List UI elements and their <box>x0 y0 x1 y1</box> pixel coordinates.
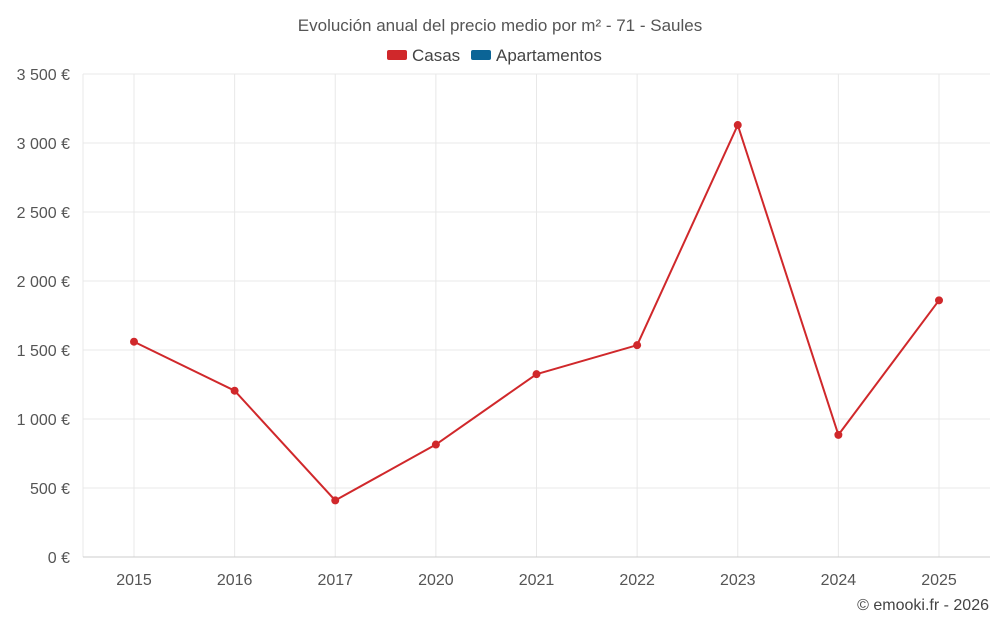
x-tick-label: 2020 <box>418 572 454 589</box>
y-tick-label: 1 500 € <box>17 343 70 360</box>
y-tick-label: 2 000 € <box>17 274 70 291</box>
y-tick-label: 3 500 € <box>17 67 70 84</box>
legend-label-casas: Casas <box>412 46 460 65</box>
y-tick-label: 2 500 € <box>17 205 70 222</box>
legend-item-apartamentos[interactable]: Apartamentos <box>471 46 602 65</box>
legend-swatch-apartamentos <box>471 50 491 60</box>
chart-title: Evolución anual del precio medio por m² … <box>298 16 702 35</box>
legend-item-casas[interactable]: Casas <box>387 46 460 65</box>
y-tick-label: 3 000 € <box>17 136 70 153</box>
legend: Casas Apartamentos <box>387 46 602 65</box>
data-point-casas-2024[interactable] <box>834 430 843 439</box>
credit-text: © emooki.fr - 2026 <box>857 597 989 614</box>
legend-label-apartamentos: Apartamentos <box>496 46 602 65</box>
x-axis-ticks: 2015 2016 2017 2020 2021 2022 2023 2024 2025 <box>116 572 957 589</box>
vertical-gridlines <box>82 74 940 557</box>
data-point-casas-2015[interactable] <box>130 337 138 346</box>
y-tick-label: 500 € <box>30 481 70 498</box>
legend-swatch-casas <box>387 50 407 60</box>
x-tick-label: 2021 <box>519 572 555 589</box>
x-tick-label: 2025 <box>921 572 957 589</box>
x-tick-label: 2024 <box>821 572 857 589</box>
data-point-casas-2021[interactable] <box>532 370 541 379</box>
x-tick-label: 2022 <box>619 572 655 589</box>
y-tick-label: 0 € <box>48 550 70 567</box>
y-axis-ticks: 0 € 500 € 1 000 € 1 500 € 2 000 € 2 500 € 3 00… <box>17 67 70 567</box>
y-tick-label: 1 000 € <box>17 412 70 429</box>
data-point-casas-2016[interactable] <box>230 386 239 395</box>
data-point-casas-2020[interactable] <box>431 440 440 449</box>
x-tick-label: 2023 <box>720 572 756 589</box>
x-tick-label: 2015 <box>116 572 152 589</box>
series-casas <box>130 121 943 505</box>
data-point-casas-2023[interactable] <box>733 121 742 130</box>
data-point-casas-2017[interactable] <box>331 496 340 505</box>
x-tick-label: 2017 <box>317 572 353 589</box>
data-point-casas-2022[interactable] <box>633 341 642 350</box>
x-tick-label: 2016 <box>217 572 253 589</box>
data-point-casas-2025[interactable] <box>935 296 943 305</box>
